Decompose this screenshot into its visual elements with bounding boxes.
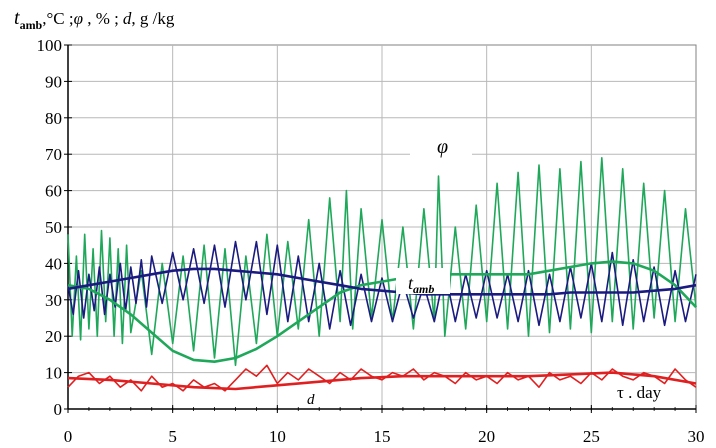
x-tick-label: 10	[269, 427, 286, 446]
phi-annotation: φ	[410, 132, 472, 158]
x-axis-label: τ . day	[617, 383, 662, 402]
plot-area: 0 10 20 30 40 50 60 70 80 90 100 0 5 10 15 20 25 30	[37, 36, 705, 446]
y-tick-label: 50	[45, 218, 62, 237]
y-tick-label: 100	[37, 36, 63, 55]
y-tick-label: 80	[45, 109, 62, 128]
y-axis-label: tamb,°C ;φ , % ; d, g /kg	[14, 7, 175, 32]
y-tick-label: 60	[45, 182, 62, 201]
mean-line-t-amb-mean	[67, 267, 697, 296]
x-tick-label: 0	[64, 427, 73, 446]
tamb-label: tamb	[408, 273, 434, 296]
x-tick-label: 20	[478, 427, 495, 446]
mean-line--mean	[67, 260, 697, 364]
x-tick-label: 25	[583, 427, 600, 446]
phi-label: φ	[437, 136, 448, 158]
y-tick-label: 70	[45, 145, 62, 164]
x-tick-label: 30	[688, 427, 705, 446]
tamb-annotation: tamb	[396, 268, 450, 296]
x-tick-label: 15	[374, 427, 391, 446]
y-tick-label: 20	[45, 327, 62, 346]
y-tick-label: 90	[45, 72, 62, 91]
series-line--	[67, 157, 697, 367]
x-tick-label: 5	[168, 427, 177, 446]
y-tick-label: 30	[45, 291, 62, 310]
d-label: d	[307, 392, 315, 408]
mean-line-d-mean	[67, 371, 697, 391]
series-line-t-amb	[67, 240, 697, 330]
y-tick-label: 10	[45, 364, 62, 383]
y-tick-label: 40	[45, 254, 62, 273]
y-tick-label: 0	[54, 400, 63, 419]
